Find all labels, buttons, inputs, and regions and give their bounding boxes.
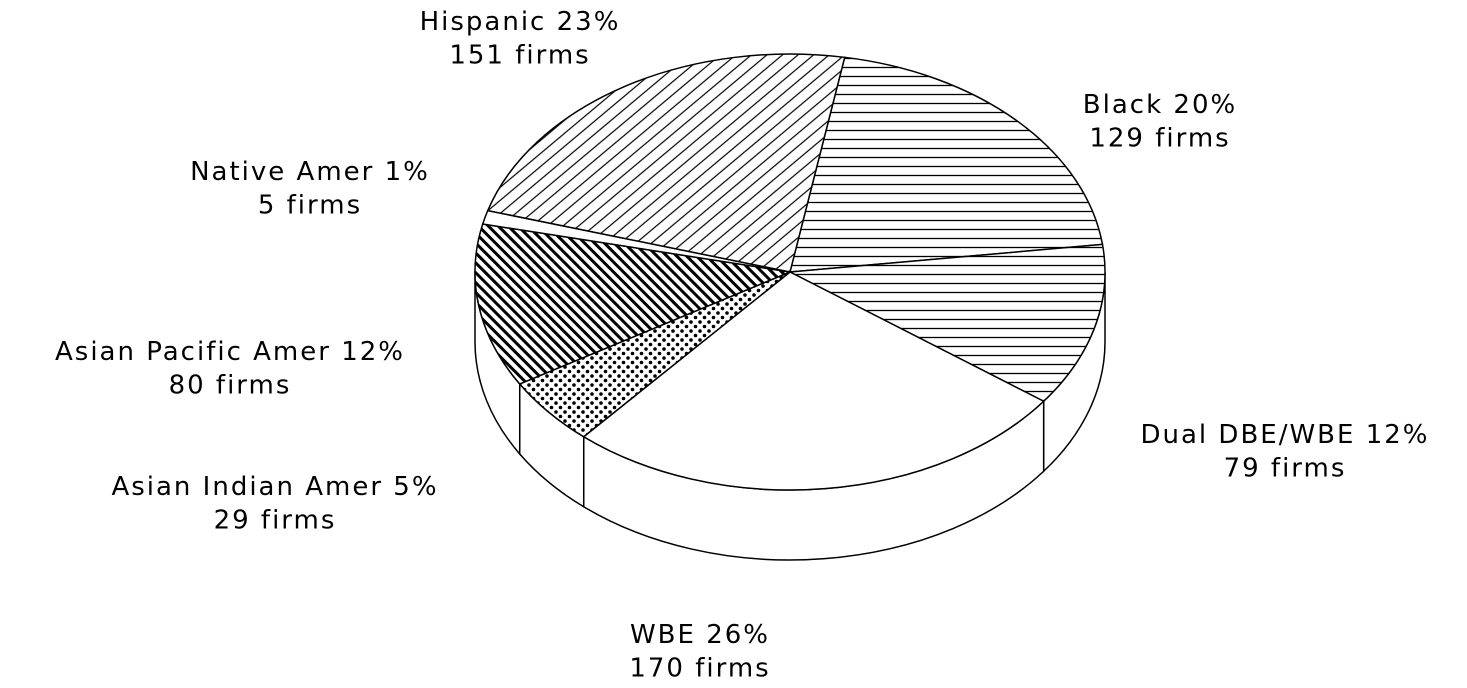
- count-label: 170 firms: [629, 654, 770, 684]
- percent-label: 23%: [557, 7, 621, 37]
- count-label: 29 firms: [214, 506, 337, 536]
- pie-slice: [787, 243, 1106, 403]
- pie-slice: [582, 271, 1045, 491]
- count-label: 151 firms: [449, 41, 590, 71]
- count-label: 79 firms: [1224, 454, 1347, 484]
- percent-label: 12%: [341, 337, 405, 367]
- slice-label: Asian Pacific Amer 12%: [55, 337, 405, 367]
- percent-label: 12%: [1366, 420, 1430, 450]
- pie-slice: [789, 56, 1104, 273]
- slice-label: Black 20%: [1083, 90, 1237, 120]
- slice-label: Dual DBE/WBE 12%: [1141, 420, 1430, 450]
- category-name: WBE: [630, 620, 696, 650]
- slice-label: Asian Indian Amer 5%: [111, 472, 438, 502]
- count-label: 129 firms: [1089, 124, 1230, 154]
- percent-label: 5%: [393, 472, 438, 502]
- pie-slice: [474, 223, 793, 385]
- category-name: Native Amer: [190, 157, 374, 187]
- category-name: Asian Pacific Amer: [55, 337, 331, 367]
- percent-label: 1%: [385, 157, 430, 187]
- category-name: Black: [1083, 90, 1163, 120]
- slice-label: WBE 26%: [630, 620, 770, 650]
- slice-label: Hispanic 23%: [420, 7, 621, 37]
- pie-slice: [486, 53, 846, 273]
- count-label: 80 firms: [169, 371, 292, 401]
- category-name: Dual DBE/WBE: [1141, 420, 1356, 450]
- count-label: 5 firms: [258, 191, 362, 221]
- category-name: Hispanic: [420, 7, 547, 37]
- slice-label: Native Amer 1%: [190, 157, 430, 187]
- category-name: Asian Indian Amer: [111, 472, 383, 502]
- percent-label: 20%: [1173, 90, 1237, 120]
- percent-label: 26%: [706, 620, 770, 650]
